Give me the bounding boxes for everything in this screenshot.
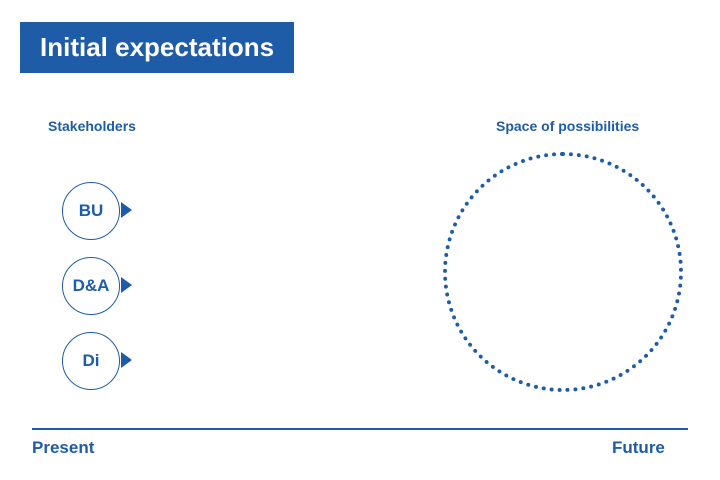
stakeholder-arrow-da-icon (121, 277, 132, 293)
stakeholder-node-bu[interactable]: BU (62, 182, 120, 240)
timeline-future-label: Future (612, 438, 665, 458)
stakeholder-arrow-bu-icon (121, 202, 132, 218)
page-title-bar: Initial expectations (20, 22, 294, 73)
stakeholder-arrow-di-icon (121, 352, 132, 368)
stakeholders-section-label: Stakeholders (48, 118, 136, 134)
stakeholder-node-da[interactable]: D&A (62, 257, 120, 315)
possibilities-section-label: Space of possibilities (496, 118, 639, 134)
possibilities-circle-icon (443, 152, 683, 392)
timeline-divider (32, 428, 688, 430)
stakeholder-node-di[interactable]: Di (62, 332, 120, 390)
timeline-present-label: Present (32, 438, 94, 458)
